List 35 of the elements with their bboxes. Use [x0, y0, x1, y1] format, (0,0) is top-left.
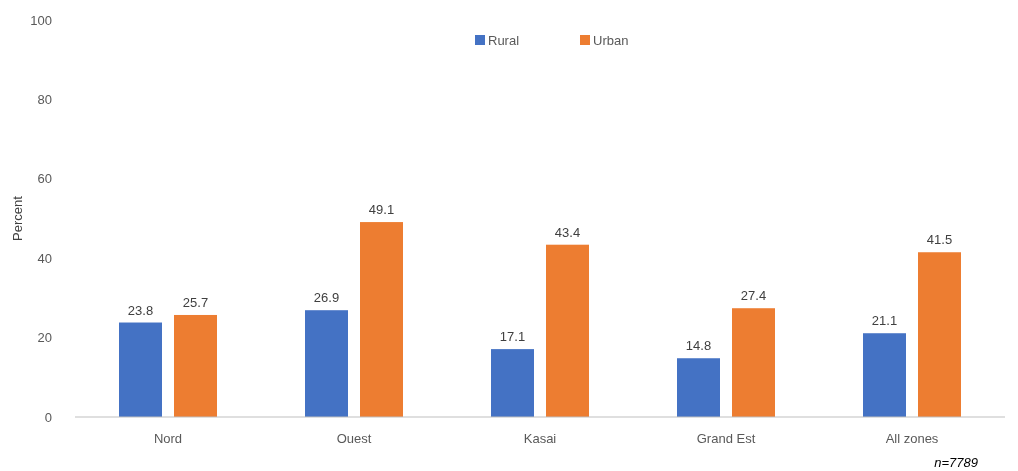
y-tick-label: 60 [37, 171, 52, 187]
bar [305, 310, 348, 417]
data-label: 17.1 [499, 329, 526, 345]
y-tick-label: 40 [37, 250, 52, 266]
bar [174, 314, 217, 417]
data-label: 14.8 [685, 338, 712, 354]
y-tick-label: 80 [37, 91, 52, 107]
legend-label: Rural [488, 32, 520, 48]
x-tick-label: All zones [885, 431, 939, 446]
text: n=7789 [934, 455, 978, 470]
y-tick-label: 20 [37, 330, 52, 346]
x-tick-label: Grand Est [696, 431, 756, 446]
x-tick-label: Kasai [523, 431, 557, 446]
bar [546, 244, 589, 417]
data-label: 21.1 [871, 313, 898, 329]
x-tick-label: Nord [153, 431, 183, 446]
bar [491, 349, 534, 417]
bar [732, 308, 775, 417]
y-tick-label: 100 [30, 12, 52, 28]
data-label: 49.1 [368, 202, 395, 218]
data-label: 41.5 [926, 232, 953, 248]
y-axis-title: Percent [10, 195, 25, 241]
bar [677, 358, 720, 417]
x-tick-label: Ouest [336, 431, 372, 446]
data-label: 23.8 [127, 302, 154, 318]
bar [918, 252, 961, 417]
data-label: 26.9 [313, 290, 340, 306]
bar [119, 322, 162, 417]
legend-label: Urban [593, 32, 629, 48]
y-tick-label: 0 [44, 409, 52, 425]
data-label: 43.4 [554, 224, 581, 240]
bar [863, 333, 906, 417]
bar [360, 222, 403, 417]
data-label: 27.4 [740, 288, 767, 304]
data-label: 25.7 [182, 294, 209, 310]
